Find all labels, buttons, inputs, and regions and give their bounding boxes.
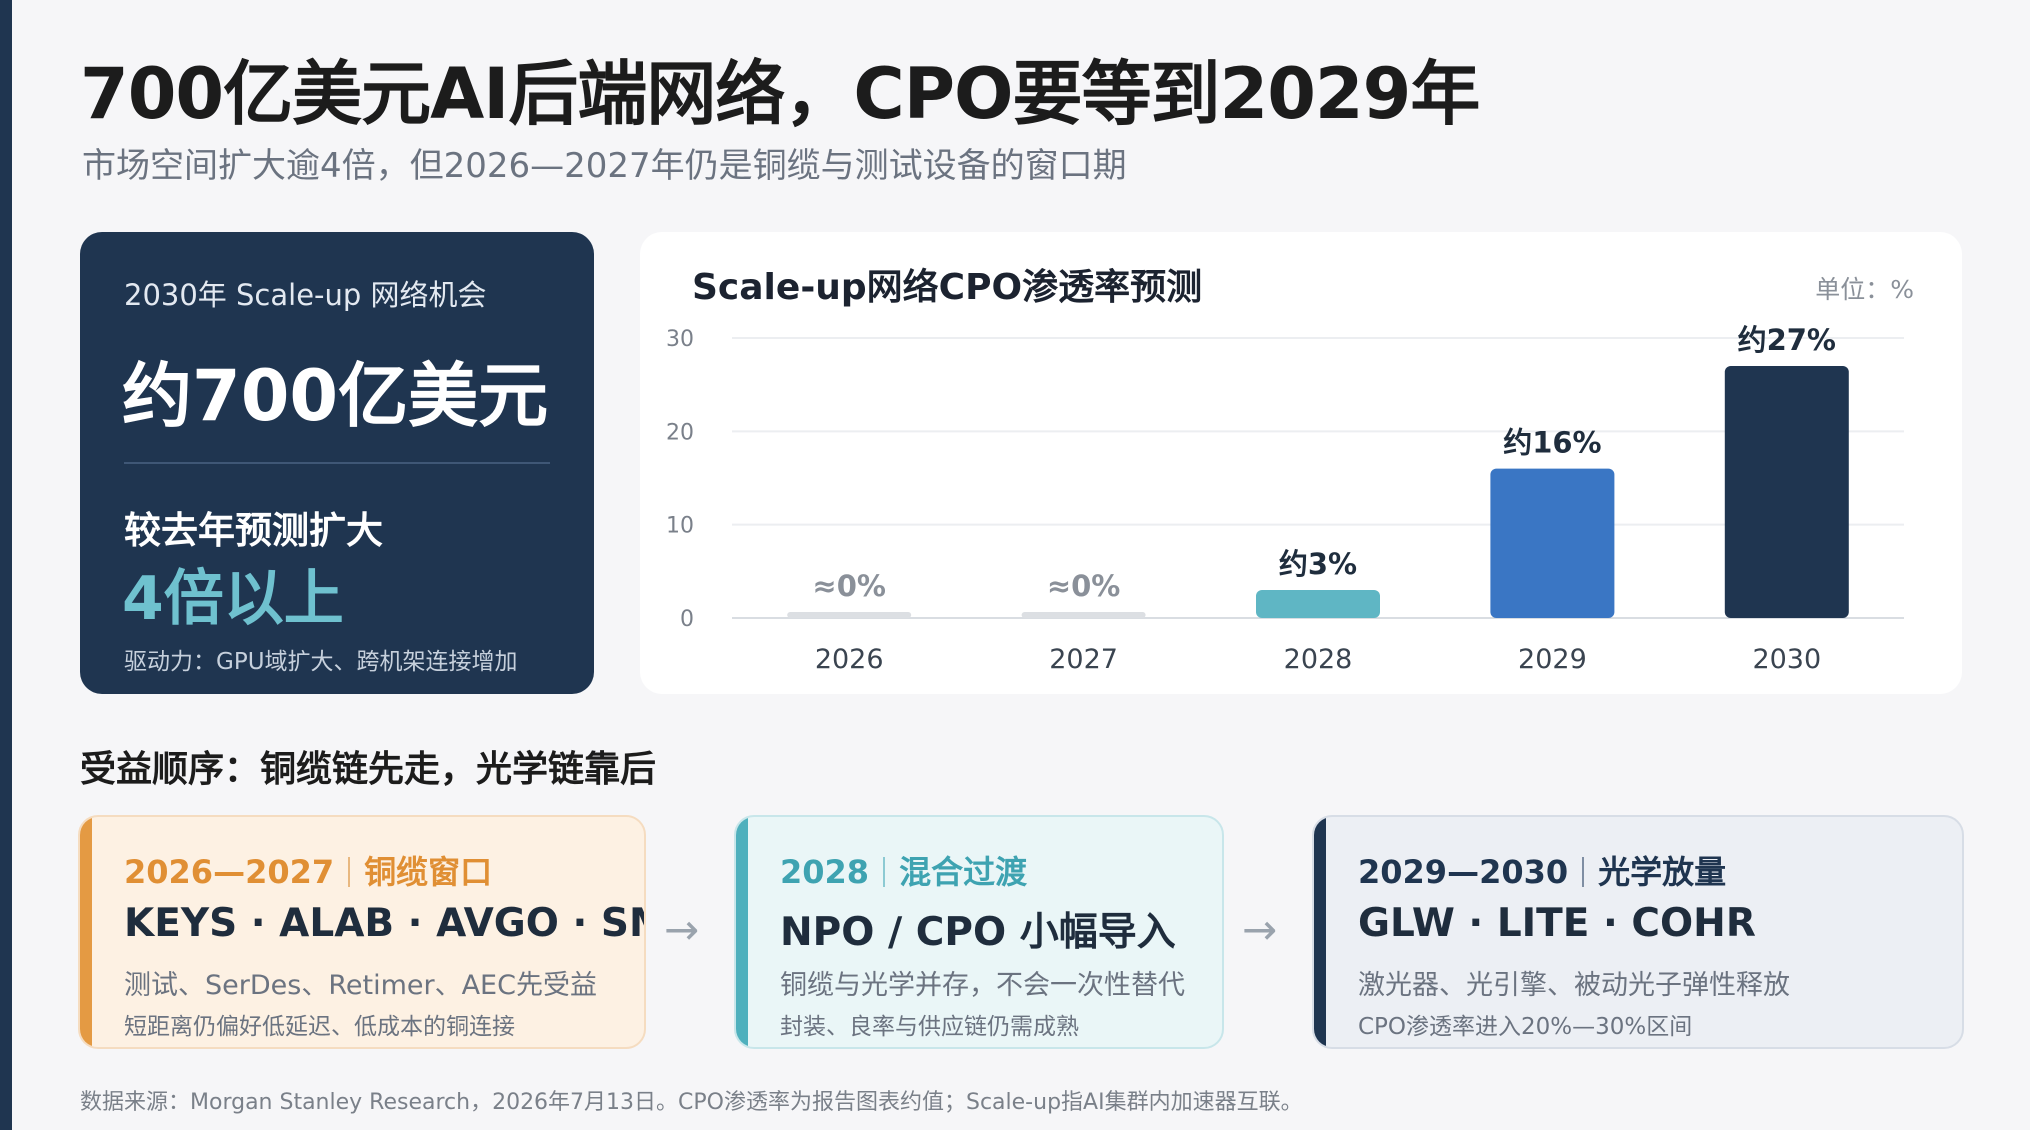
- stage-header: 2026—2027 铜缆窗口: [124, 847, 492, 893]
- chart-card: 0 10 20 30 ≈0% 2026 ≈0% 2027 约3% 2028 约16% 2029 约27%…: [640, 232, 1962, 694]
- y-tick-label: 30: [666, 327, 694, 352]
- arrow-right-icon: →: [1242, 905, 1278, 954]
- page-title: 700亿美元AI后端网络，CPO要等到2029年: [80, 53, 1480, 135]
- page-subtitle: 市场空间扩大逾4倍，但2026—2027年仍是铜缆与测试设备的窗口期: [82, 146, 1127, 186]
- stage-accent-bar: [736, 817, 748, 1047]
- stage-tickers: GLW · LITE · COHR: [1358, 901, 1756, 946]
- data-label: 约3%: [1279, 547, 1357, 581]
- stage-line1: 测试、SerDes、Retimer、AEC先受益: [124, 970, 597, 1001]
- stage-tickers: NPO / CPO 小幅导入: [780, 910, 1176, 955]
- stage-separator: [348, 857, 351, 887]
- stage-card-optical: 2029—2030 光学放量 GLW · LITE · COHR 激光器、光引擎、…: [1312, 815, 1964, 1049]
- highlight-multiplier: 4倍以上: [122, 564, 344, 634]
- highlight-subtitle: 较去年预测扩大: [124, 509, 383, 552]
- data-label: ≈0%: [1047, 569, 1121, 603]
- chart-unit: 单位：%: [1815, 275, 1914, 304]
- stage-line2: 封装、良率与供应链仍需成熟: [780, 1014, 1079, 1040]
- highlight-card: 2030年 Scale-up 网络机会 约700亿美元 较去年预测扩大 4倍以上…: [80, 232, 594, 694]
- stage-separator: [1582, 857, 1585, 887]
- arrow-right-icon: →: [664, 905, 700, 954]
- data-label: 约27%: [1738, 323, 1836, 357]
- stage-tickers: KEYS · ALAB · AVGO · SMTC: [124, 901, 644, 946]
- stage-phase: 混合过渡: [899, 853, 1028, 891]
- highlight-label: 2030年 Scale-up 网络机会: [124, 278, 487, 312]
- highlight-amount: 约700亿美元: [122, 355, 549, 437]
- stage-phase: 光学放量: [1598, 853, 1727, 891]
- stage-separator: [883, 857, 886, 887]
- stage-period: 2026—2027: [124, 853, 335, 891]
- stage-accent-bar: [1314, 817, 1326, 1047]
- chart-title: Scale-up网络CPO渗透率预测: [692, 267, 1203, 308]
- stage-line1: 激光器、光引擎、被动光子弹性释放: [1358, 970, 1790, 1001]
- y-tick-label: 10: [666, 514, 694, 539]
- bar: [1021, 612, 1146, 618]
- cpo-penetration-chart: 0102030≈0%2026≈0%2027约3%2028约16%2029约27%…: [666, 323, 1904, 675]
- bar: [1490, 468, 1615, 618]
- highlight-divider: [124, 462, 550, 464]
- source-footnote: 数据来源：Morgan Stanley Research，2026年7月13日。…: [80, 1090, 1303, 1115]
- y-tick-label: 20: [666, 420, 694, 445]
- highlight-driver: 驱动力：GPU域扩大、跨机架连接增加: [124, 649, 518, 675]
- stage-accent-bar: [80, 817, 92, 1047]
- stage-card-hybrid: 2028 混合过渡 NPO / CPO 小幅导入 铜缆与光学并存，不会一次性替代 …: [734, 815, 1224, 1049]
- stage-line2: CPO渗透率进入20%—30%区间: [1358, 1014, 1693, 1040]
- stage-header: 2028 混合过渡: [780, 847, 1027, 893]
- x-tick-label: 2026: [815, 644, 884, 675]
- x-tick-label: 2027: [1049, 644, 1118, 675]
- bar: [1256, 590, 1380, 618]
- stage-line1: 铜缆与光学并存，不会一次性替代: [780, 970, 1185, 1001]
- x-tick-label: 2030: [1752, 644, 1821, 675]
- left-accent-rail: [0, 0, 12, 1130]
- stage-period: 2028: [780, 853, 870, 891]
- stage-header: 2029—2030 光学放量: [1358, 847, 1726, 893]
- x-tick-label: 2028: [1284, 644, 1353, 675]
- y-tick-label: 0: [680, 607, 694, 632]
- data-label: 约16%: [1503, 426, 1601, 460]
- stage-phase: 铜缆窗口: [364, 853, 493, 891]
- data-label: ≈0%: [812, 569, 886, 603]
- x-tick-label: 2029: [1518, 644, 1587, 675]
- stage-period: 2029—2030: [1358, 853, 1569, 891]
- stage-line2: 短距离仍偏好低延迟、低成本的铜连接: [124, 1014, 515, 1040]
- section-title: 受益顺序：铜缆链先走，光学链靠后: [80, 749, 657, 790]
- bar: [787, 612, 912, 618]
- bar: [1724, 366, 1849, 618]
